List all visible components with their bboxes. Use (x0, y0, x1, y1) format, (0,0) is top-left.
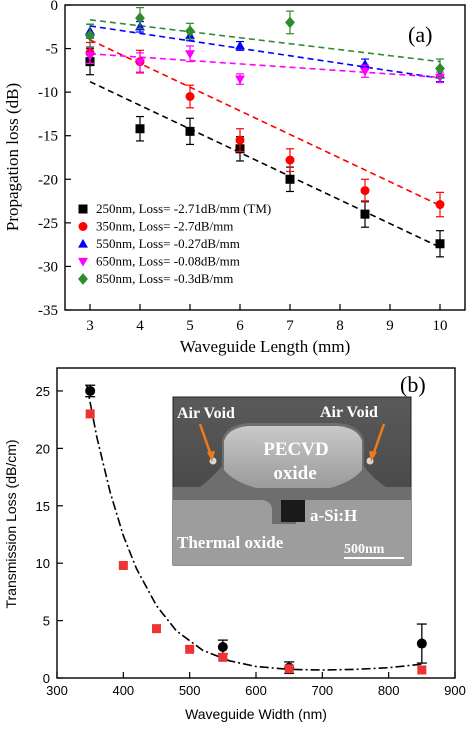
x-tick-label: 700 (311, 683, 333, 698)
x-tick-label: 500 (179, 683, 201, 698)
fit-curve (86, 385, 422, 671)
legend-label-series-4: 650nm, Loss= -0.08dB/mm (96, 254, 240, 269)
y-tick-label: 5 (43, 614, 50, 629)
panel-a: 3 4 5 6 7 8 9 10 0 -5 -10 -15 -20 -25 -30 -35 250nm, Lo… (3, 0, 466, 356)
data-point-series-2 (152, 624, 161, 634)
panel-a-y-axis-label: Propagation loss (dB) (3, 83, 22, 231)
y-tick-label: 15 (36, 499, 50, 514)
data-point-series-2 (417, 665, 427, 675)
data-point-series-4 (185, 50, 195, 59)
y-tick-label: -25 (38, 216, 58, 232)
data-point-series-1 (185, 126, 195, 136)
y-tick-label: -35 (38, 303, 58, 319)
fit-line-series-1 (89, 80, 441, 248)
legend-label-series-3: 550nm, Loss= -0.27dB/mm (96, 236, 240, 251)
legend-marker-series-4 (78, 257, 88, 267)
y-tick-label: -15 (38, 129, 58, 145)
y-tick-label: 0 (43, 671, 50, 686)
panel-b-y-axis-label: Transmission Loss (dB/cm) (3, 439, 19, 608)
data-point-series-5 (435, 62, 445, 75)
data-point-series-2 (360, 186, 370, 196)
panel-a-plot-frame (64, 4, 466, 311)
fit-line-series-3 (89, 25, 441, 79)
data-point-series-3 (235, 40, 245, 50)
inset-label-pecvd: PECVD (263, 439, 328, 460)
x-tick-label: 400 (112, 683, 134, 698)
data-point-series-2 (185, 644, 195, 654)
inset-label-a-si-h: a-Si:H (310, 506, 357, 525)
inset-label-thermal-oxide: Thermal oxide (177, 533, 284, 552)
inset-label-air-void-left: Air Void (177, 405, 235, 422)
y-tick-label: -5 (46, 42, 59, 58)
y-tick-label: 0 (51, 0, 59, 14)
data-point-series-1 (360, 209, 370, 219)
y-tick-label: -20 (38, 172, 58, 188)
inset-label-oxide: oxide (273, 463, 316, 484)
legend-marker-series-5 (78, 273, 88, 285)
data-point-series-2 (435, 200, 445, 210)
y-tick-label: -10 (38, 85, 58, 101)
inset-label-scale-bar: 500nm (344, 542, 385, 557)
data-point-series-2 (218, 652, 228, 662)
y-tick-label: 20 (36, 441, 50, 456)
panel-b: 300 400 500 600 700 800 900 0 5 10 15 20 25 Air Void… (3, 367, 466, 722)
data-point-series-1 (85, 385, 96, 396)
data-point-series-2 (185, 92, 195, 101)
legend-marker-series-2 (78, 222, 88, 231)
sem-inset-image (172, 396, 412, 566)
legend-label-series-5: 850nm, Loss= -0.3dB/mm (96, 271, 233, 286)
x-tick-label: 300 (46, 683, 68, 698)
x-tick-label: 900 (444, 683, 466, 698)
legend-marker-series-1 (78, 204, 88, 214)
legend-label-series-2: 350nm, Loss= -2.7dB/mm (96, 219, 233, 234)
data-point-series-2 (235, 135, 245, 145)
data-point-series-4 (135, 58, 145, 68)
x-tick-label: 7 (286, 318, 294, 334)
data-point-series-5 (185, 25, 195, 37)
fit-line-series-5 (89, 19, 441, 63)
y-tick-label: -30 (38, 259, 58, 275)
y-tick-label: 25 (36, 384, 50, 399)
legend-marker-series-3 (78, 238, 88, 248)
data-point-series-2 (284, 664, 294, 674)
x-tick-label: 6 (236, 318, 244, 334)
data-point-series-2 (85, 409, 95, 419)
panel-b-label: (b) (400, 372, 426, 397)
data-point-series-1 (435, 239, 445, 249)
y-tick-label: 10 (36, 556, 50, 571)
data-point-series-5 (85, 29, 95, 42)
data-point-series-2 (118, 560, 128, 570)
inset-label-air-void-right: Air Void (320, 404, 378, 421)
fit-line-series-2 (89, 39, 441, 207)
panel-b-x-axis-label: Waveguide Width (nm) (185, 706, 327, 722)
x-tick-label: 600 (245, 683, 267, 698)
x-tick-label: 800 (378, 683, 400, 698)
x-tick-label: 10 (433, 318, 448, 334)
data-point-series-4 (360, 67, 370, 77)
data-point-series-4 (85, 51, 95, 61)
legend-label-series-1: 250nm, Loss= -2.71dB/mm (TM) (96, 201, 271, 216)
data-point-series-5 (135, 12, 145, 24)
fit-line-series-4 (89, 53, 441, 79)
x-tick-label: 4 (136, 318, 144, 334)
data-point-series-1 (416, 638, 427, 649)
panel-a-x-axis-label: Waveguide Length (mm) (180, 337, 350, 356)
data-point-series-5 (285, 16, 295, 29)
data-point-series-1 (217, 642, 228, 652)
x-tick-label: 3 (86, 318, 94, 334)
x-tick-label: 5 (186, 318, 194, 334)
x-tick-label: 9 (386, 318, 394, 334)
data-point-series-1 (285, 174, 295, 184)
panel-a-label: (a) (408, 22, 432, 47)
data-point-series-1 (135, 124, 145, 134)
data-point-series-2 (285, 155, 295, 165)
x-tick-label: 8 (336, 318, 344, 334)
data-point-series-4 (235, 75, 245, 85)
